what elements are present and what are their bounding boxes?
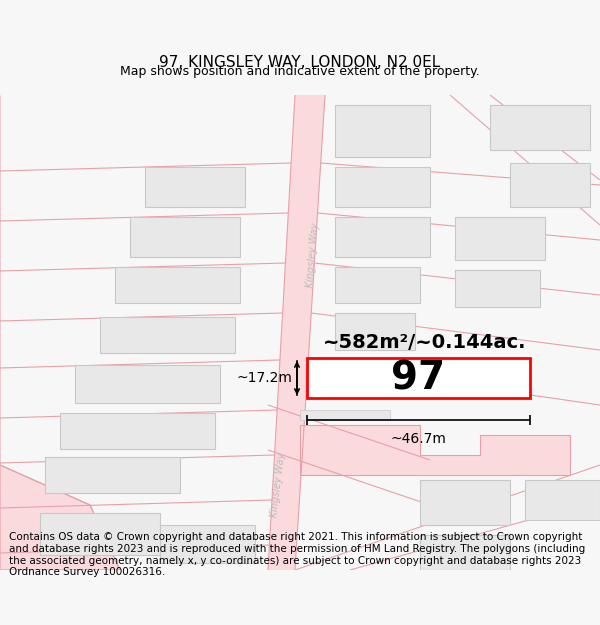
Polygon shape — [160, 525, 255, 563]
Polygon shape — [300, 425, 570, 475]
Polygon shape — [335, 217, 430, 257]
Polygon shape — [145, 167, 245, 207]
Text: Contains OS data © Crown copyright and database right 2021. This information is : Contains OS data © Crown copyright and d… — [9, 532, 585, 578]
Polygon shape — [268, 95, 325, 570]
Polygon shape — [307, 358, 530, 398]
Text: 97, KINGSLEY WAY, LONDON, N2 0EL: 97, KINGSLEY WAY, LONDON, N2 0EL — [160, 56, 440, 71]
Text: Kingsley Way: Kingsley Way — [269, 452, 287, 518]
Polygon shape — [300, 410, 390, 420]
Polygon shape — [100, 317, 235, 353]
Polygon shape — [45, 457, 180, 493]
Polygon shape — [335, 105, 430, 157]
Polygon shape — [335, 313, 415, 350]
Polygon shape — [420, 535, 510, 570]
Polygon shape — [490, 105, 590, 150]
Polygon shape — [455, 270, 540, 307]
Text: Map shows position and indicative extent of the property.: Map shows position and indicative extent… — [120, 66, 480, 79]
Polygon shape — [420, 480, 510, 525]
Text: 97: 97 — [391, 359, 446, 397]
Polygon shape — [310, 365, 395, 393]
Polygon shape — [60, 413, 215, 449]
Polygon shape — [455, 217, 545, 260]
Polygon shape — [335, 267, 420, 303]
Polygon shape — [335, 167, 430, 207]
Polygon shape — [0, 465, 120, 570]
Text: Kingsley Way: Kingsley Way — [305, 222, 321, 288]
Polygon shape — [525, 480, 600, 520]
Polygon shape — [130, 217, 240, 257]
Polygon shape — [115, 267, 240, 303]
Text: ~17.2m: ~17.2m — [236, 371, 292, 385]
Text: ~46.7m: ~46.7m — [391, 432, 446, 446]
Polygon shape — [510, 163, 590, 207]
Polygon shape — [40, 513, 160, 555]
Text: ~582m²/~0.144ac.: ~582m²/~0.144ac. — [323, 334, 527, 352]
Polygon shape — [75, 365, 220, 403]
